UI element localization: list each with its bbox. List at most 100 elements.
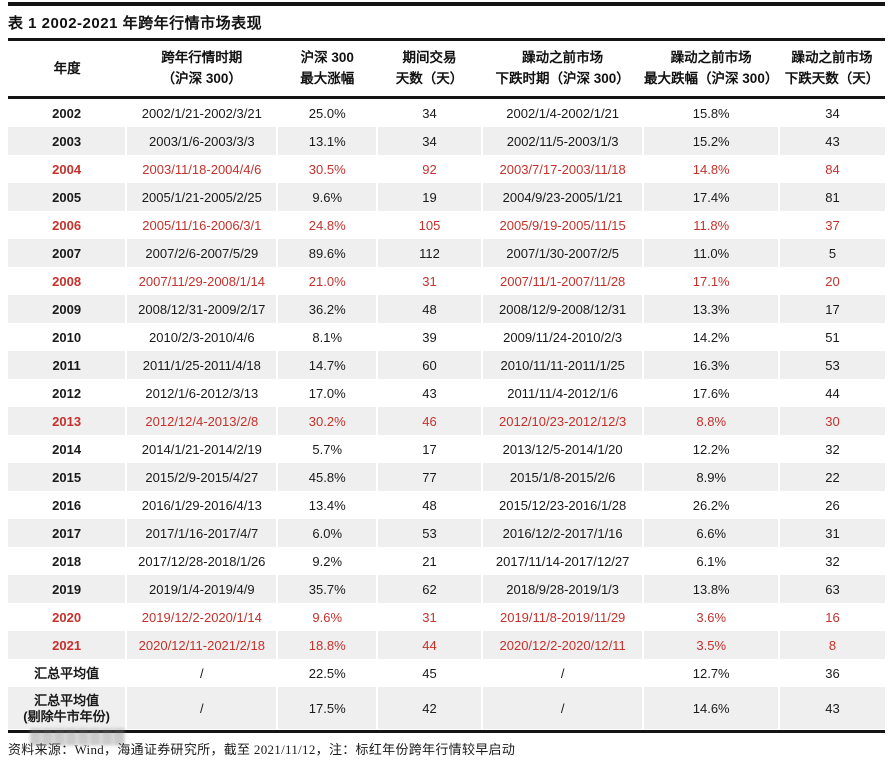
- table-row: 2013 2012/12/4-2013/2/8 30.2% 46 2012/10/23-…: [8, 407, 885, 435]
- decline-cell: 8.9%: [642, 463, 780, 491]
- decline-cell: 11.0%: [642, 239, 780, 267]
- period-cell: 2011/1/25-2011/4/18: [125, 351, 278, 379]
- year-cell: 2019: [8, 575, 127, 603]
- decline-days-cell: 16: [778, 603, 885, 631]
- decline-days-cell: 30: [778, 407, 885, 435]
- gain-cell: 24.8%: [276, 211, 378, 239]
- gain-cell: 6.0%: [276, 519, 378, 547]
- decline-days-cell: 34: [778, 97, 885, 127]
- days-cell: 45: [376, 659, 482, 687]
- table-row: 2019 2019/1/4-2019/4/9 35.7% 62 2018/9/28-20…: [8, 575, 885, 603]
- period-cell: 2012/12/4-2013/2/8: [125, 407, 278, 435]
- days-cell: 42: [376, 687, 482, 729]
- gain-cell: 9.6%: [276, 603, 378, 631]
- column-header-days: 期间交易 天数（天）: [377, 41, 482, 99]
- year-cell: 2012: [52, 385, 82, 401]
- year-cell: 2005: [8, 183, 127, 211]
- gain-cell: 17.0%: [276, 379, 378, 407]
- year-cell: 2010: [52, 329, 82, 345]
- days-cell: 17: [376, 435, 482, 463]
- table-title: 表 1 2002-2021 年跨年行情市场表现: [8, 15, 263, 32]
- year-cell: 2020: [52, 609, 82, 625]
- decline-days-cell: 5: [778, 239, 885, 267]
- gain-cell: 35.7%: [276, 575, 378, 603]
- days-cell: 31: [376, 267, 482, 295]
- gain-cell: 9.6%: [276, 183, 378, 211]
- decline-period-cell: /: [480, 659, 644, 687]
- decline-period-cell: /: [480, 687, 644, 729]
- decline-period-cell: 2018/9/28-2019/1/3: [480, 575, 644, 603]
- decline-period-cell: 2013/12/5-2014/1/20: [480, 435, 644, 463]
- year-cell: 汇总平均值: [34, 665, 100, 681]
- decline-cell: 12.2%: [642, 435, 780, 463]
- year-cell: 2003: [8, 127, 127, 155]
- table-row: 汇总平均值/22.5% 45/12.7% 36: [8, 659, 885, 687]
- period-cell: 2005/11/16-2006/3/1: [125, 211, 278, 239]
- table-row: 2015 2015/2/9-2015/4/27 45.8% 77 2015/1/8-20…: [8, 463, 885, 491]
- gain-cell: 30.5%: [276, 155, 378, 183]
- bottom-rule-divider: [8, 730, 885, 733]
- gain-cell: 13.4%: [276, 491, 378, 519]
- column-header-decline-days: 躁动之前市场 下跌天数（天）: [779, 41, 885, 99]
- period-cell: 2003/1/6-2003/3/3: [125, 127, 278, 155]
- year-cell: 2011: [8, 351, 127, 379]
- days-cell: 92: [376, 155, 482, 183]
- year-cell: 2017: [8, 519, 127, 547]
- decline-cell: 11.8%: [642, 211, 780, 239]
- decline-days-cell: 32: [778, 435, 885, 463]
- decline-cell: 26.2%: [642, 491, 780, 519]
- decline-cell: 13.3%: [642, 295, 780, 323]
- year-cell: 汇总平均值 (剔除牛市年份): [8, 687, 127, 729]
- decline-cell: 17.6%: [642, 379, 780, 407]
- decline-cell: 14.6%: [642, 687, 780, 729]
- decline-days-cell: 44: [778, 379, 885, 407]
- gain-cell: 25.0%: [276, 97, 378, 127]
- period-cell: 2015/2/9-2015/4/27: [125, 463, 278, 491]
- table-row: 2017 2017/1/16-2017/4/7 6.0% 53 2016/12/2-20…: [8, 519, 885, 547]
- year-cell: 2004: [52, 161, 82, 177]
- gain-cell: 14.7%: [276, 351, 378, 379]
- days-cell: 60: [376, 351, 482, 379]
- decline-period-cell: 2004/9/23-2005/1/21: [480, 183, 644, 211]
- gain-cell: 30.2%: [276, 407, 378, 435]
- source-footnote-text: 资料来源：Wind，海通证券研究所，截至 2021/11/12，注：标红年份跨年…: [8, 742, 516, 757]
- year-cell: 2014: [52, 441, 82, 457]
- table-header: 年度 跨年行情时期 （沪深 300） 沪深 300 最大涨幅 期间交易 天数（天） 躁动之前市…: [8, 41, 885, 99]
- decline-days-cell: 63: [778, 575, 885, 603]
- table-row: 2012 2012/1/6-2012/3/13 17.0% 43 2011/11/4-2…: [8, 379, 885, 407]
- period-cell: 2003/11/18-2004/4/6: [125, 155, 278, 183]
- gain-cell: 9.2%: [276, 547, 378, 575]
- decline-period-cell: 2010/11/11-2011/1/25: [480, 351, 644, 379]
- period-cell: 2008/12/31-2009/2/17: [125, 295, 278, 323]
- decline-days-cell: 36: [778, 659, 885, 687]
- decline-days-cell: 26: [778, 491, 885, 519]
- decline-days-cell: 84: [778, 155, 885, 183]
- period-cell: 2017/1/16-2017/4/7: [125, 519, 278, 547]
- gain-cell: 21.0%: [276, 267, 378, 295]
- decline-days-cell: 81: [778, 183, 885, 211]
- days-cell: 62: [376, 575, 482, 603]
- decline-period-cell: 2008/12/9-2008/12/31: [480, 295, 644, 323]
- period-cell: 2019/1/4-2019/4/9: [125, 575, 278, 603]
- period-cell: 2005/1/21-2005/2/25: [125, 183, 278, 211]
- decline-period-cell: 2019/11/8-2019/11/29: [480, 603, 644, 631]
- days-cell: 34: [376, 127, 482, 155]
- decline-cell: 12.7%: [642, 659, 780, 687]
- decline-days-cell: 43: [778, 687, 885, 729]
- table-row: 2007 2007/2/6-2007/5/29 89.6% 112 2007/1/30-…: [8, 239, 885, 267]
- table-row: 汇总平均值 (剔除牛市年份)/17.5% 42/14.6% 43: [8, 687, 885, 729]
- days-cell: 31: [376, 603, 482, 631]
- decline-period-cell: 2002/11/5-2003/1/3: [480, 127, 644, 155]
- gain-cell: 18.8%: [276, 631, 378, 659]
- gain-cell: 36.2%: [276, 295, 378, 323]
- decline-cell: 15.2%: [642, 127, 780, 155]
- period-cell: 2017/12/28-2018/1/26: [125, 547, 278, 575]
- gain-cell: 89.6%: [276, 239, 378, 267]
- decline-period-cell: 2007/1/30-2007/2/5: [480, 239, 644, 267]
- year-cell: 2008: [52, 273, 82, 289]
- days-cell: 34: [376, 97, 482, 127]
- days-cell: 112: [376, 239, 482, 267]
- decline-period-cell: 2009/11/24-2010/2/3: [480, 323, 644, 351]
- decline-cell: 6.1%: [642, 547, 780, 575]
